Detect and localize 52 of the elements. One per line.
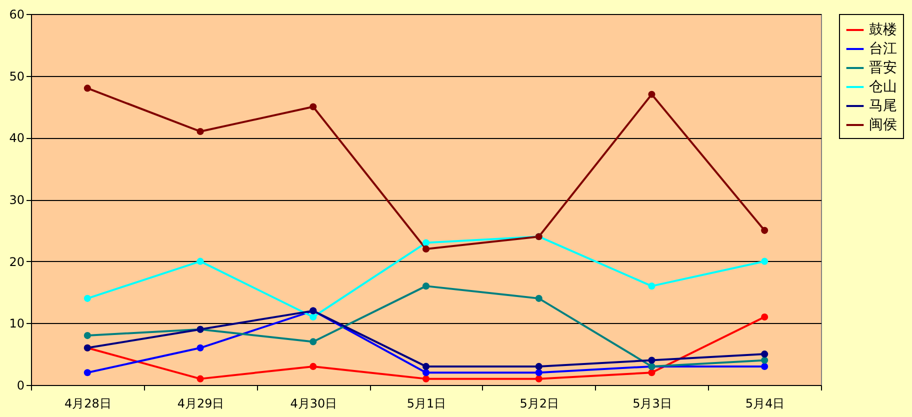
point bbox=[84, 294, 91, 302]
x-tick-label: 5月2日 bbox=[520, 396, 559, 410]
point bbox=[535, 362, 542, 370]
legend-label: 闽侯 bbox=[869, 117, 897, 133]
point bbox=[84, 369, 91, 376]
x-tick-label: 4月28日 bbox=[64, 396, 112, 410]
legend-label: 鼓楼 bbox=[869, 22, 897, 38]
point bbox=[196, 258, 204, 265]
point bbox=[761, 258, 768, 265]
y-tick-label: 0 bbox=[16, 378, 24, 392]
y-tick-label: 60 bbox=[9, 8, 24, 22]
y-tick-label: 30 bbox=[9, 193, 24, 207]
point bbox=[648, 356, 656, 364]
x-tick-label: 4月30日 bbox=[290, 396, 338, 410]
point bbox=[310, 338, 317, 346]
x-tick-label: 5月1日 bbox=[406, 396, 446, 410]
point bbox=[761, 313, 768, 321]
point bbox=[422, 245, 430, 252]
y-tick-label: 20 bbox=[9, 254, 24, 269]
point bbox=[761, 362, 768, 370]
y-tick-label: 50 bbox=[9, 69, 24, 84]
y-tick-label: 10 bbox=[9, 316, 24, 331]
point bbox=[535, 369, 542, 376]
x-tick-label: 5月3日 bbox=[632, 396, 672, 410]
point bbox=[422, 375, 430, 382]
point bbox=[196, 128, 204, 136]
point bbox=[535, 375, 542, 382]
point bbox=[310, 103, 317, 110]
point bbox=[84, 332, 91, 340]
point bbox=[196, 344, 204, 352]
point bbox=[761, 350, 768, 358]
point bbox=[196, 375, 204, 382]
point bbox=[310, 313, 317, 321]
y-tick-label: 40 bbox=[9, 131, 24, 146]
point bbox=[422, 362, 430, 370]
point bbox=[761, 356, 768, 364]
point bbox=[648, 369, 656, 376]
legend-label: 仓山 bbox=[869, 79, 897, 95]
legend-label: 晋安 bbox=[869, 60, 897, 76]
point bbox=[310, 362, 317, 370]
point bbox=[422, 282, 430, 290]
point bbox=[422, 369, 430, 376]
point bbox=[648, 282, 656, 290]
x-tick-label: 5月4日 bbox=[745, 396, 785, 410]
point bbox=[648, 90, 656, 98]
point bbox=[84, 84, 91, 92]
legend-label: 马尾 bbox=[869, 98, 897, 114]
point bbox=[422, 239, 430, 246]
legend-label: 台江 bbox=[869, 41, 897, 57]
point bbox=[535, 294, 542, 302]
point bbox=[761, 226, 768, 234]
x-tick-label: 4月29日 bbox=[177, 396, 224, 410]
